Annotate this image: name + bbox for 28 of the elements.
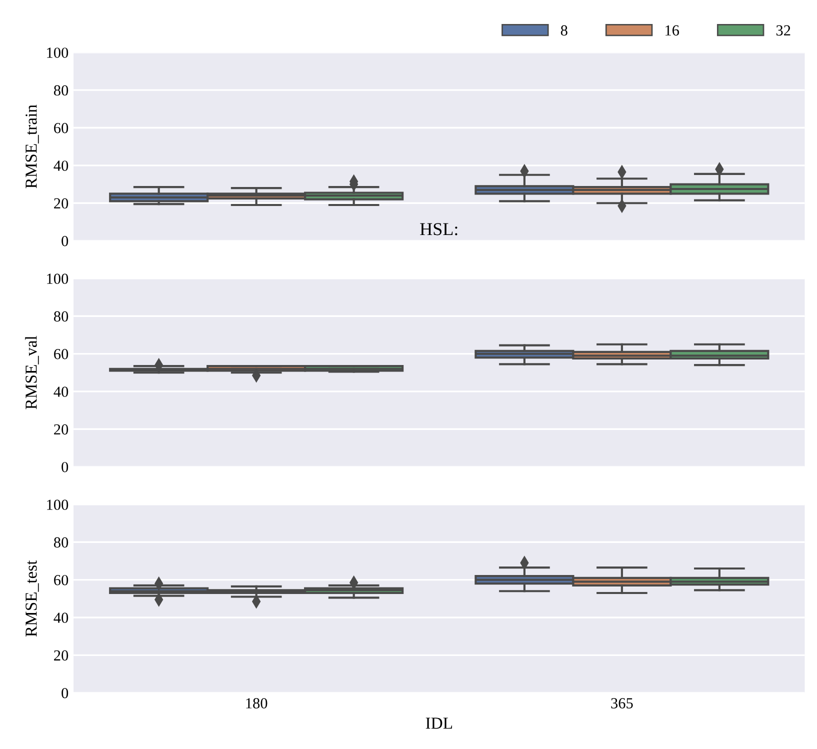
y-tick-label: 100: [47, 500, 68, 510]
y-tick-label: 80: [54, 311, 68, 322]
y-tick-label: 60: [54, 574, 68, 586]
legend-title: HSL:: [420, 223, 458, 236]
y-axis-title: RMSE_val: [25, 336, 39, 410]
y-tick-label: 80: [54, 85, 68, 96]
x-axis-title: IDL: [426, 718, 452, 729]
y-tick-label: 20: [54, 424, 68, 435]
y-tick-label: 20: [54, 650, 68, 661]
y-tick-label: 100: [47, 274, 68, 284]
y-tick-label: 40: [54, 386, 68, 397]
y-axis-title: RMSE_test: [26, 560, 39, 637]
y-tick-label: 60: [54, 348, 68, 360]
y-tick-label: 100: [47, 48, 68, 58]
y-tick-label: 60: [54, 122, 68, 134]
x-tick-label: 180: [246, 698, 268, 708]
x-tick-label: 365: [611, 698, 633, 708]
y-tick-label: 0: [62, 462, 68, 472]
y-tick-label: 40: [54, 612, 68, 623]
y-tick-label: 80: [54, 537, 68, 548]
y-tick-label: 0: [62, 688, 68, 698]
y-tick-label: 0: [62, 236, 68, 246]
legend-label: 8: [560, 25, 568, 36]
y-tick-label: 40: [54, 160, 68, 171]
y-axis-title: RMSE_train: [26, 104, 39, 188]
y-tick-label: 20: [54, 198, 68, 209]
legend-label: 16: [666, 25, 680, 36]
legend-label: 32: [776, 25, 790, 36]
